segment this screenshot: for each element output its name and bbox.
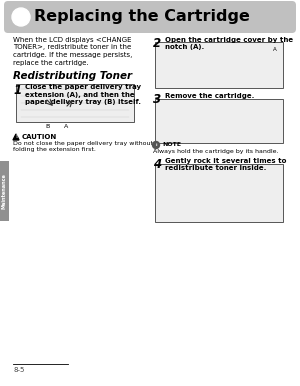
FancyBboxPatch shape bbox=[4, 1, 296, 33]
Text: B: B bbox=[46, 124, 50, 129]
FancyBboxPatch shape bbox=[0, 161, 9, 221]
Text: Always hold the cartridge by its handle.: Always hold the cartridge by its handle. bbox=[153, 149, 278, 154]
Text: Gently rock it several times to
redistribute toner inside.: Gently rock it several times to redistri… bbox=[165, 158, 286, 171]
Text: Close the paper delivery tray
extension (A), and then the
paper delivery tray (B: Close the paper delivery tray extension … bbox=[25, 84, 141, 105]
FancyBboxPatch shape bbox=[155, 42, 283, 88]
Text: Replacing the Cartridge: Replacing the Cartridge bbox=[34, 10, 250, 24]
Text: 8-5: 8-5 bbox=[13, 367, 24, 373]
Text: Remove the cartridge.: Remove the cartridge. bbox=[165, 93, 254, 99]
Text: Open the cartridge cover by the
notch (A).: Open the cartridge cover by the notch (A… bbox=[165, 37, 293, 51]
Text: A: A bbox=[64, 124, 68, 129]
Polygon shape bbox=[13, 134, 19, 140]
Text: !: ! bbox=[15, 134, 17, 139]
Text: Redistributing Toner: Redistributing Toner bbox=[13, 71, 132, 81]
FancyBboxPatch shape bbox=[155, 164, 283, 222]
Text: 4: 4 bbox=[153, 158, 161, 171]
Circle shape bbox=[12, 8, 30, 26]
FancyBboxPatch shape bbox=[16, 84, 134, 122]
Text: Do not close the paper delivery tray without
folding the extension first.: Do not close the paper delivery tray wit… bbox=[13, 141, 153, 152]
Text: 2: 2 bbox=[153, 37, 161, 50]
Circle shape bbox=[152, 142, 160, 149]
Text: i: i bbox=[155, 143, 157, 147]
Text: CAUTION: CAUTION bbox=[22, 134, 57, 140]
Text: Maintenance: Maintenance bbox=[2, 173, 7, 209]
Text: 1: 1 bbox=[13, 84, 21, 97]
FancyBboxPatch shape bbox=[155, 99, 283, 143]
Text: NOTE: NOTE bbox=[162, 142, 181, 147]
Text: A: A bbox=[273, 47, 277, 52]
Text: When the LCD displays <CHANGE
TONER>, redistribute toner in the
cartridge. If th: When the LCD displays <CHANGE TONER>, re… bbox=[13, 37, 132, 66]
Text: 3: 3 bbox=[153, 93, 161, 106]
